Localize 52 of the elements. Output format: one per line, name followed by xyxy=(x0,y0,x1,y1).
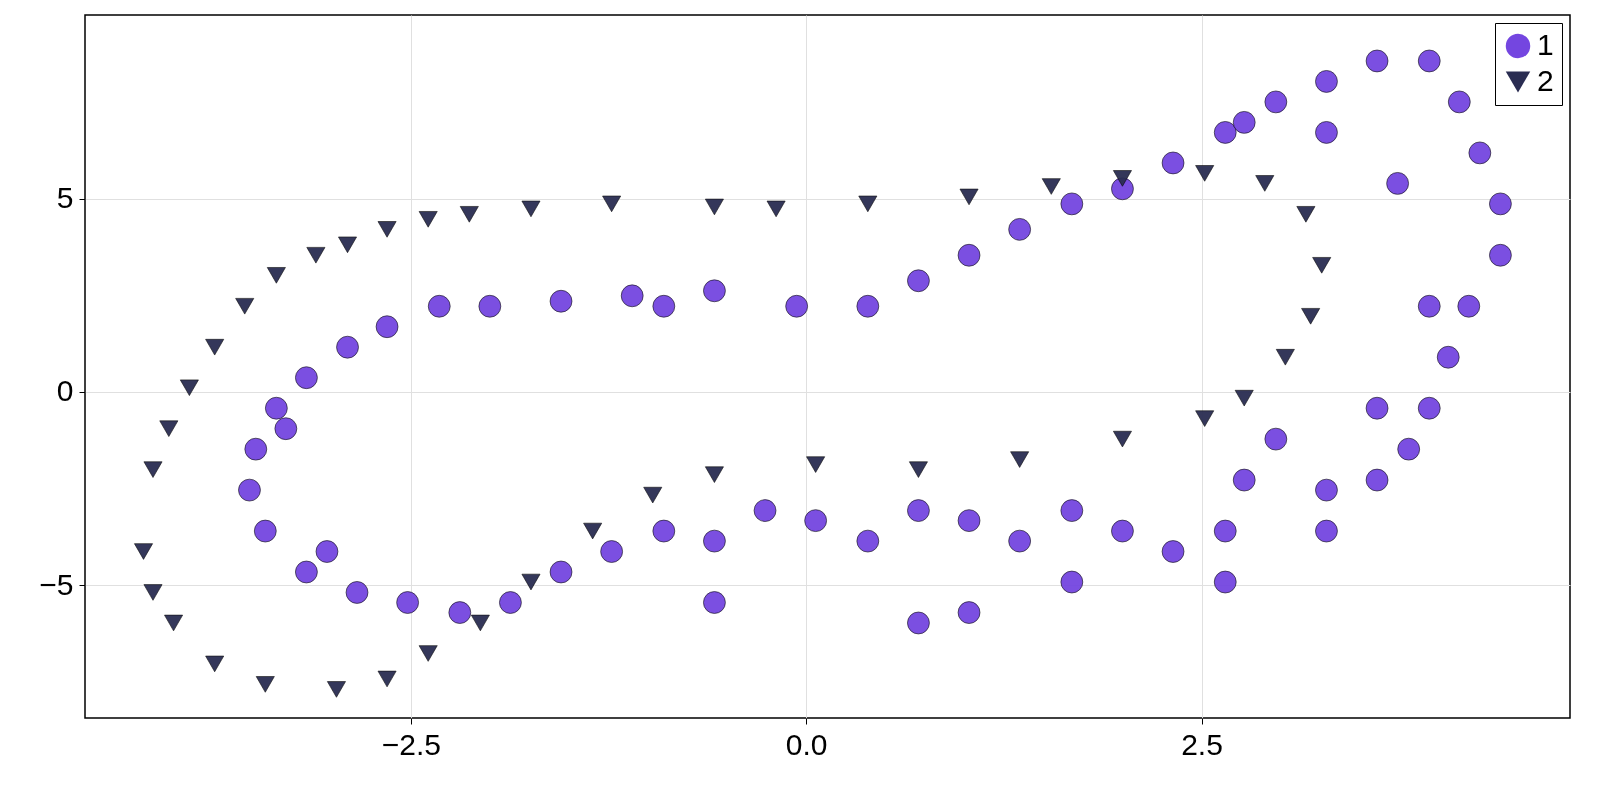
point xyxy=(255,676,275,693)
point xyxy=(1113,170,1132,187)
point xyxy=(1296,206,1316,223)
point xyxy=(205,655,225,673)
point xyxy=(205,339,225,356)
point xyxy=(418,645,438,662)
legend-label: 1 xyxy=(1537,28,1554,61)
x-tick-label: 0.0 xyxy=(785,727,828,761)
point xyxy=(1275,349,1295,366)
point xyxy=(134,543,153,560)
point xyxy=(459,206,479,223)
point xyxy=(909,461,928,478)
x-tick-label: 2.5 xyxy=(1181,727,1223,761)
point xyxy=(266,267,286,284)
point xyxy=(1195,165,1215,182)
point xyxy=(858,195,878,213)
point xyxy=(143,584,163,601)
point xyxy=(521,573,541,591)
point xyxy=(327,681,346,698)
point xyxy=(418,211,438,228)
legend-label: 2 xyxy=(1537,64,1554,97)
point xyxy=(1312,257,1332,274)
point xyxy=(470,614,490,632)
point xyxy=(766,200,786,218)
point xyxy=(164,614,183,632)
point xyxy=(1041,178,1061,195)
point xyxy=(159,420,179,437)
point xyxy=(643,486,663,504)
point xyxy=(235,298,255,315)
point xyxy=(1234,390,1254,407)
y-tick-label: 0 xyxy=(56,374,74,408)
point xyxy=(1010,451,1030,468)
point xyxy=(602,195,622,213)
point xyxy=(1113,430,1132,448)
y-tick-label: −5 xyxy=(39,567,74,601)
point xyxy=(959,188,979,206)
point xyxy=(377,221,397,238)
x-tick-label: −2.5 xyxy=(381,727,441,761)
point xyxy=(1195,410,1215,427)
point xyxy=(179,379,199,396)
point xyxy=(705,198,724,216)
point xyxy=(521,200,541,218)
point xyxy=(1301,308,1321,325)
point xyxy=(806,456,826,473)
point xyxy=(583,522,603,540)
y-tick-label: 5 xyxy=(56,181,74,215)
point xyxy=(1255,175,1275,192)
point xyxy=(143,461,163,478)
point xyxy=(338,236,357,253)
point xyxy=(306,247,326,264)
point xyxy=(377,670,397,688)
point xyxy=(705,466,724,483)
